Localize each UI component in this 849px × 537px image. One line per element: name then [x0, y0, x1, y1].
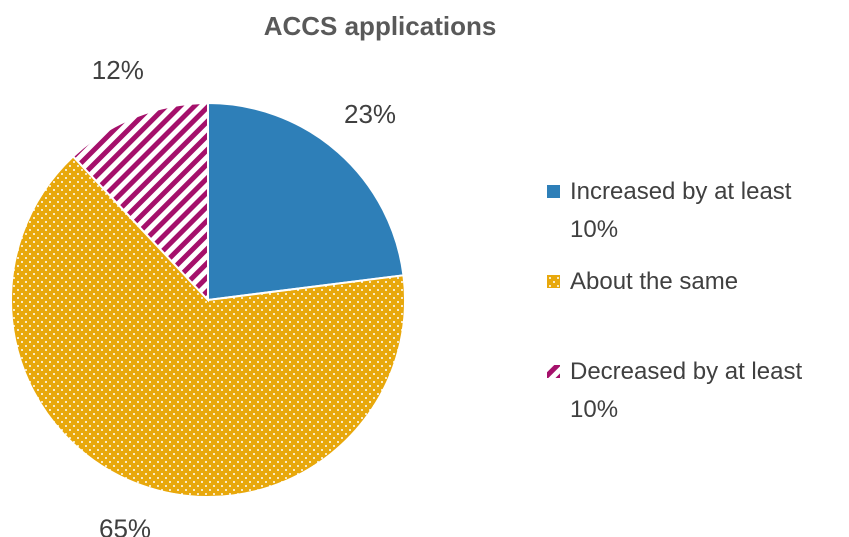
chart-title: ACCS applications [264, 11, 497, 41]
data-label: 65% [99, 513, 151, 537]
data-label: 12% [92, 55, 144, 85]
pie-slice [71, 101, 209, 303]
legend-label: Decreased by at least 10% [570, 358, 803, 423]
legend-marker [547, 365, 560, 378]
legend-label: About the same [570, 268, 739, 295]
legend-marker [547, 185, 560, 198]
legend-label: Increased by at least 10% [570, 178, 792, 243]
data-label: 23% [344, 99, 396, 129]
pie-slice [10, 154, 406, 498]
legend-marker [547, 275, 560, 288]
pie-slice [207, 101, 405, 302]
